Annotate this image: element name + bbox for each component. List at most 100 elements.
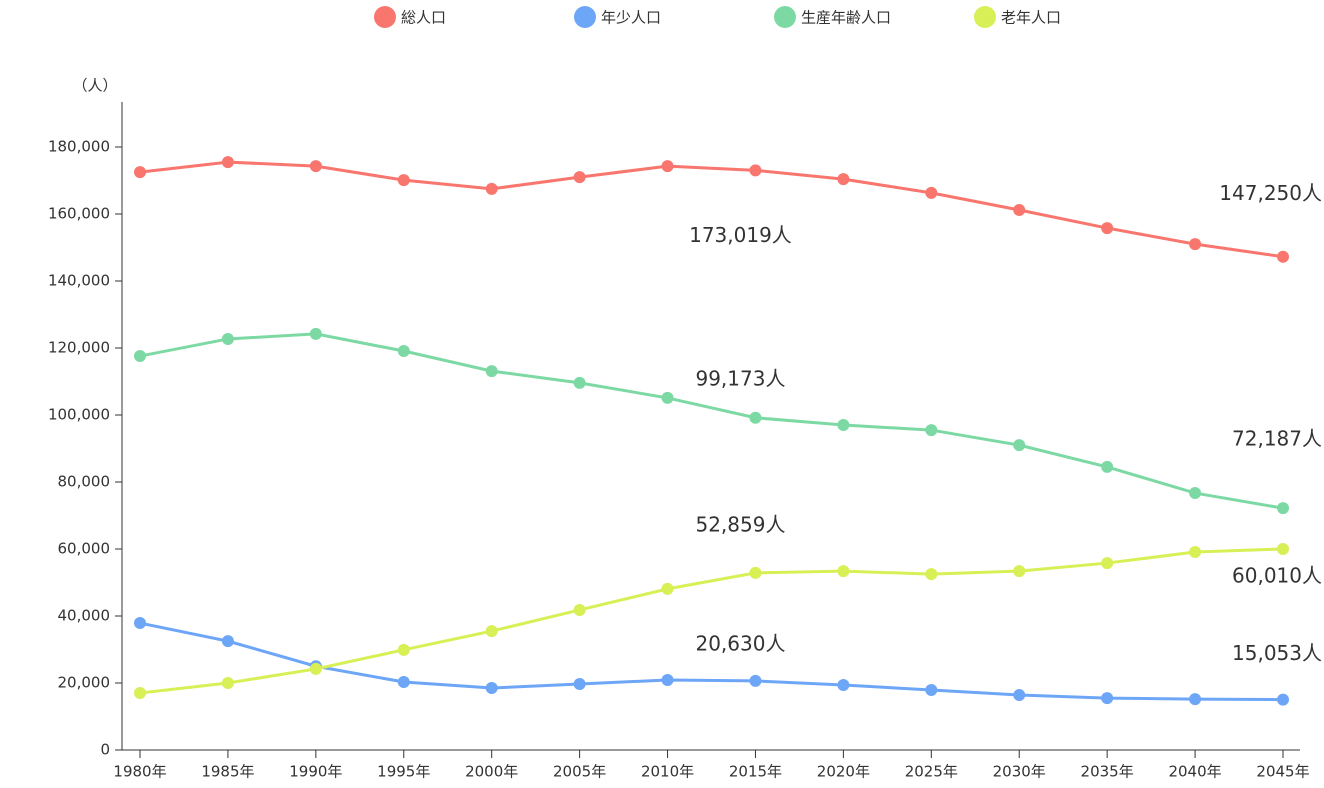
y-tick-label: 40,000 — [58, 607, 111, 625]
x-tick-label: 2030年 — [993, 763, 1046, 781]
legend-swatch — [374, 6, 396, 28]
data-point — [397, 174, 410, 187]
data-point — [573, 376, 586, 389]
y-unit: （人） — [72, 77, 117, 95]
data-point — [485, 682, 498, 695]
x-tick-label: 1995年 — [377, 763, 430, 781]
series-line — [139, 547, 1284, 695]
value-label: 99,173人 — [695, 366, 785, 390]
data-point — [837, 419, 850, 432]
data-point — [661, 673, 674, 686]
y-tick-label: 60,000 — [58, 540, 111, 558]
value-label: 173,019人 — [689, 223, 792, 247]
y-tick-label: 180,000 — [48, 138, 110, 156]
data-point — [221, 677, 234, 689]
x-tick-label: 2045年 — [1256, 763, 1309, 781]
data-point — [661, 160, 674, 173]
data-point — [1277, 542, 1289, 555]
value-label: 147,250人 — [1219, 181, 1322, 205]
data-point — [1189, 693, 1202, 706]
legend-swatch — [774, 6, 796, 28]
y-tick-label: 80,000 — [58, 473, 111, 491]
data-point — [1277, 693, 1289, 706]
series-line — [139, 621, 1284, 702]
x-tick-label: 2025年 — [905, 763, 958, 781]
data-point — [1013, 203, 1026, 216]
data-point — [749, 674, 762, 687]
data-point — [485, 625, 498, 638]
series-line — [139, 160, 1284, 259]
x-tick-label: 1985年 — [201, 763, 254, 781]
data-point — [837, 565, 850, 578]
x-tick-label: 2000年 — [465, 763, 518, 781]
series-line — [139, 332, 1284, 510]
y-tick-label: 100,000 — [48, 406, 110, 424]
data-point — [1013, 565, 1026, 578]
data-point — [134, 166, 146, 179]
data-point — [925, 684, 938, 697]
data-point — [134, 617, 146, 630]
data-point — [134, 687, 146, 700]
data-point — [1277, 502, 1289, 515]
data-point — [1101, 460, 1114, 473]
data-point — [221, 635, 234, 648]
data-point — [1101, 692, 1114, 705]
data-point — [1189, 487, 1202, 500]
x-tick-label: 2020年 — [817, 763, 870, 781]
y-tick-label: 140,000 — [48, 272, 110, 290]
value-label: 15,053人 — [1232, 641, 1322, 665]
data-point — [925, 568, 938, 581]
x-tick-label: 2015年 — [729, 763, 782, 781]
data-point — [1013, 689, 1026, 702]
data-point — [925, 186, 938, 199]
y-tick-label: 0 — [100, 741, 110, 759]
x-tick-label: 2040年 — [1168, 763, 1221, 781]
data-point — [309, 662, 322, 675]
data-point — [309, 160, 322, 173]
x-tick-label: 2010年 — [641, 763, 694, 781]
data-point — [837, 173, 850, 186]
data-point — [661, 391, 674, 404]
data-point — [1189, 238, 1202, 251]
x-tick-label: 2005年 — [553, 763, 606, 781]
data-point — [485, 182, 498, 195]
data-point — [221, 332, 234, 345]
data-point — [1013, 439, 1026, 452]
data-point — [1189, 546, 1202, 559]
data-point — [837, 679, 850, 692]
y-tick-label: 120,000 — [48, 339, 110, 357]
data-point — [661, 582, 674, 595]
value-label: 52,859人 — [695, 512, 785, 536]
legend-swatch — [574, 6, 596, 28]
data-point — [485, 365, 498, 378]
y-tick-label: 160,000 — [48, 205, 110, 223]
data-point — [397, 345, 410, 358]
data-point — [749, 411, 762, 424]
x-tick-label: 1980年 — [113, 763, 166, 781]
value-label: 60,010人 — [1232, 563, 1322, 587]
legend-label: 総人口 — [401, 9, 446, 27]
legend-label: 生産年齢人口 — [801, 9, 891, 27]
value-label: 20,630人 — [695, 631, 785, 655]
data-point — [573, 171, 586, 184]
legend-label: 老年人口 — [1001, 9, 1061, 27]
legend-swatch — [974, 6, 996, 28]
data-point — [573, 678, 586, 691]
data-point — [573, 603, 586, 616]
data-point — [925, 424, 938, 437]
data-point — [221, 156, 234, 169]
x-tick-label: 2035年 — [1081, 763, 1134, 781]
data-point — [134, 350, 146, 363]
legend-label: 年少人口 — [601, 9, 661, 27]
x-tick-label: 1990年 — [289, 763, 342, 781]
y-tick-label: 20,000 — [58, 674, 111, 692]
data-point — [749, 164, 762, 177]
data-point — [1101, 557, 1114, 570]
data-point — [397, 643, 410, 656]
data-point — [1277, 250, 1289, 263]
value-label: 72,187人 — [1232, 427, 1322, 451]
data-point — [749, 566, 762, 579]
data-point — [397, 675, 410, 688]
data-point — [1101, 222, 1114, 235]
